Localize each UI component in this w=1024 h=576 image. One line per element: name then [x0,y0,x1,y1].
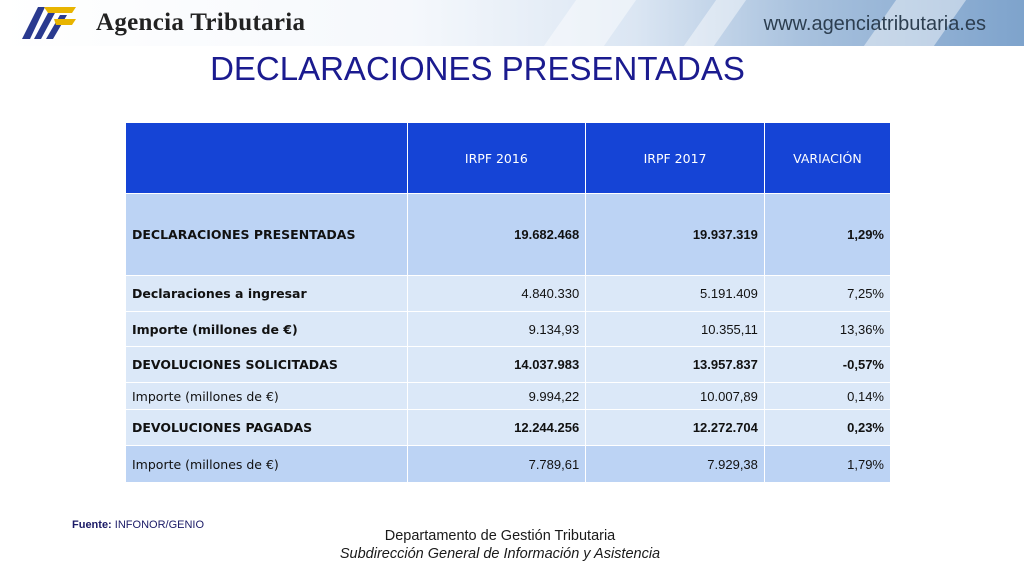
table-row: Importe (millones de €) 9.134,93 10.355,… [125,311,892,347]
irpf-2016-cell: 9.994,22 [406,382,587,410]
irpf-2016-cell: 14.037.983 [406,346,587,383]
agencia-tributaria-logo-icon [22,7,76,39]
banner-streak [683,0,747,46]
irpf-2016-cell: 7.789,61 [406,445,587,483]
table-header-cell: VARIACIÓN [763,122,892,194]
irpf-2017-cell: 5.191.409 [585,275,765,312]
irpf-2016-cell: 9.134,93 [406,311,587,347]
row-label: DEVOLUCIONES SOLICITADAS [125,346,408,383]
site-url: www.agenciatributaria.es [763,13,986,35]
row-label: Importe (millones de €) [125,382,408,410]
source-value: INFONOR/GENIO [114,519,205,531]
row-label: Importe (millones de €) [125,445,408,483]
irpf-2017-cell: 7.929,38 [585,445,765,483]
table-row: Importe (millones de €) 7.789,61 7.929,3… [125,445,892,483]
declarations-table: IRPF 2016 IRPF 2017 VARIACIÓN DECLARACIO… [125,122,892,483]
irpf-2016-cell: 12.244.256 [406,409,587,446]
variation-cell: 1,79% [763,445,892,483]
irpf-2016-cell: 19.682.468 [406,193,587,276]
source-label: Fuente: [72,519,112,531]
irpf-2017-cell: 13.957.837 [585,346,765,383]
irpf-2017-cell: 19.937.319 [585,193,765,276]
variation-cell: 1,29% [763,193,892,276]
variation-cell: -0,57% [763,346,892,383]
row-label: DECLARACIONES PRESENTADAS [125,193,408,276]
subdirection-name: Subdirección General de Información y As… [339,546,661,562]
variation-cell: 7,25% [763,275,892,312]
org-name: Agencia Tributaria [96,9,306,36]
row-label: Importe (millones de €) [125,311,408,347]
table-row: DEVOLUCIONES PAGADAS 12.244.256 12.272.7… [125,409,892,446]
source-note: Fuente: INFONOR/GENIO [72,519,204,531]
department-name: Departamento de Gestión Tributaria [384,528,616,544]
table-header-cell [125,122,408,194]
table-header-cell: IRPF 2017 [585,122,765,194]
row-label: Declaraciones a ingresar [125,275,408,312]
table-row: Declaraciones a ingresar 4.840.330 5.191… [125,275,892,312]
table-row: Importe (millones de €) 9.994,22 10.007,… [125,382,892,410]
irpf-2017-cell: 12.272.704 [585,409,765,446]
table-row: DECLARACIONES PRESENTADAS 19.682.468 19.… [125,193,892,276]
variation-cell: 13,36% [763,311,892,347]
variation-cell: 0,14% [763,382,892,410]
table-header-row: IRPF 2016 IRPF 2017 VARIACIÓN [125,122,892,194]
header-banner: Agencia Tributaria www.agenciatributaria… [0,0,1024,46]
irpf-2016-cell: 4.840.330 [406,275,587,312]
banner-streak [543,0,637,46]
irpf-2017-cell: 10.007,89 [585,382,765,410]
table-header-cell: IRPF 2016 [406,122,587,194]
irpf-2017-cell: 10.355,11 [585,311,765,347]
page-title: DECLARACIONES PRESENTADAS [210,50,745,87]
variation-cell: 0,23% [763,409,892,446]
table-row: DEVOLUCIONES SOLICITADAS 14.037.983 13.9… [125,346,892,383]
row-label: DEVOLUCIONES PAGADAS [125,409,408,446]
